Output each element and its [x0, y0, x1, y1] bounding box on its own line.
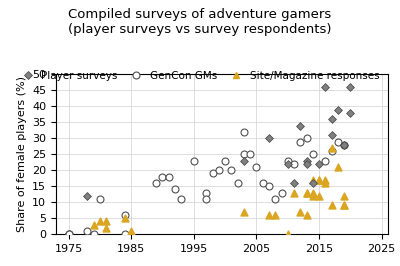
Point — [284, 232, 291, 236]
Point — [341, 143, 347, 147]
Point — [322, 159, 328, 163]
Point — [341, 143, 347, 147]
Point — [341, 203, 347, 207]
Point — [316, 178, 322, 182]
Point — [97, 197, 103, 201]
Point — [291, 181, 297, 185]
Point — [90, 232, 97, 236]
Point — [347, 85, 354, 89]
Point — [122, 216, 128, 220]
Point — [341, 194, 347, 198]
Point — [65, 232, 72, 236]
Point — [335, 165, 341, 169]
Point — [322, 178, 328, 182]
Point — [303, 190, 310, 195]
Point — [159, 174, 166, 179]
Y-axis label: Share of female players (%): Share of female players (%) — [16, 76, 26, 232]
Point — [84, 229, 90, 233]
Point — [303, 136, 310, 140]
Point — [90, 222, 97, 227]
Point — [203, 190, 210, 195]
Point — [303, 162, 310, 166]
Point — [122, 232, 128, 236]
Point — [247, 152, 253, 156]
Point — [272, 197, 278, 201]
Point — [335, 139, 341, 144]
Point — [241, 159, 247, 163]
Point — [291, 190, 297, 195]
Point — [241, 210, 247, 214]
Point — [316, 162, 322, 166]
Point — [241, 130, 247, 134]
Point — [310, 178, 316, 182]
Point — [297, 123, 304, 128]
Point — [284, 162, 291, 166]
Point — [291, 162, 297, 166]
Point — [84, 194, 90, 198]
Point — [322, 85, 328, 89]
Point — [103, 219, 109, 223]
Text: Compiled surveys of adventure gamers
(player surveys vs survey respondents): Compiled surveys of adventure gamers (pl… — [68, 8, 332, 36]
Point — [316, 178, 322, 182]
Point — [103, 226, 109, 230]
Point — [222, 159, 228, 163]
Point — [210, 171, 216, 176]
Point — [272, 213, 278, 217]
Point — [122, 213, 128, 217]
Point — [266, 213, 272, 217]
Point — [328, 203, 335, 207]
Point — [97, 219, 103, 223]
Point — [328, 133, 335, 137]
Point — [303, 190, 310, 195]
Point — [172, 187, 178, 192]
Point — [191, 159, 197, 163]
Point — [328, 146, 335, 150]
Point — [253, 165, 260, 169]
Point — [260, 181, 266, 185]
Point — [328, 117, 335, 121]
Point — [328, 149, 335, 153]
Point — [316, 194, 322, 198]
Point — [203, 197, 210, 201]
Point — [297, 210, 304, 214]
Point — [322, 181, 328, 185]
Point — [153, 181, 160, 185]
Point — [128, 229, 134, 233]
Point — [178, 197, 184, 201]
Point — [310, 194, 316, 198]
Point — [166, 174, 172, 179]
Point — [310, 190, 316, 195]
Point — [266, 136, 272, 140]
Point — [266, 184, 272, 188]
Point — [335, 107, 341, 112]
Point — [241, 152, 247, 156]
Point — [284, 159, 291, 163]
Point — [310, 152, 316, 156]
Point — [341, 203, 347, 207]
Point — [310, 181, 316, 185]
Point — [303, 159, 310, 163]
Point — [234, 181, 241, 185]
Point — [65, 232, 72, 236]
Point — [65, 232, 72, 236]
Point — [216, 168, 222, 172]
Point — [297, 139, 304, 144]
Legend: Player surveys, GenCon GMs, Site/Magazine responses: Player surveys, GenCon GMs, Site/Magazin… — [13, 66, 383, 85]
Point — [347, 111, 354, 115]
Point — [228, 168, 234, 172]
Point — [278, 190, 285, 195]
Point — [303, 213, 310, 217]
